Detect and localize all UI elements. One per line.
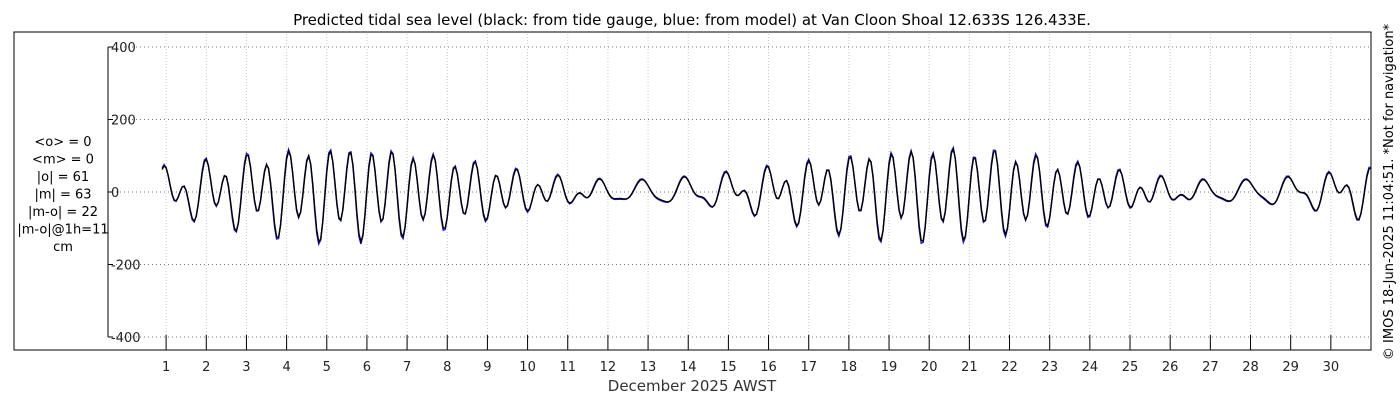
grid-lines bbox=[108, 34, 1371, 350]
stats-line: |m-o|@1h=11 bbox=[17, 223, 108, 238]
stats-line: |o| = 61 bbox=[37, 170, 89, 185]
x-tick-label-9: 9 bbox=[483, 360, 491, 375]
x-tick-label-21: 21 bbox=[961, 360, 978, 375]
y-tick-label--400: -400 bbox=[111, 331, 141, 346]
stats-line: cm bbox=[53, 240, 73, 255]
x-tick-label-8: 8 bbox=[443, 360, 451, 375]
outer-axes-box bbox=[13, 31, 1372, 351]
x-tick-label-16: 16 bbox=[760, 360, 777, 375]
stats-block: <o> = 0 <m> = 0 |o| = 61 |m| = 63 |m-o| = 22… bbox=[17, 135, 108, 255]
chart-title: Predicted tidal sea level (black: from t… bbox=[293, 11, 1091, 29]
x-tick-label-7: 7 bbox=[403, 360, 411, 375]
series-line-model bbox=[161, 145, 1372, 247]
stats-line: |m-o| = 22 bbox=[28, 205, 98, 220]
x-tick-label-4: 4 bbox=[282, 360, 290, 375]
x-tick-label-11: 11 bbox=[559, 360, 576, 375]
x-tick-label-3: 3 bbox=[242, 360, 250, 375]
stats-line: |m| = 63 bbox=[34, 188, 91, 203]
x-tick-label-18: 18 bbox=[841, 360, 858, 375]
x-tick-label-24: 24 bbox=[1082, 360, 1099, 375]
copyright-note: © IMOS 18-Jun-2025 11:04:51. *Not for na… bbox=[1382, 23, 1397, 360]
x-tick-label-23: 23 bbox=[1041, 360, 1058, 375]
x-tick-label-19: 19 bbox=[881, 360, 898, 375]
y-tick-label-0: 0 bbox=[111, 186, 119, 201]
stats-line: <m> = 0 bbox=[32, 153, 94, 168]
x-tick-label-15: 15 bbox=[720, 360, 737, 375]
y-tick-label-400: 400 bbox=[111, 41, 136, 56]
x-tick-label-30: 30 bbox=[1323, 360, 1340, 375]
x-tick-label-2: 2 bbox=[202, 360, 210, 375]
x-tick-label-17: 17 bbox=[800, 360, 817, 375]
series-line-tide-gauge bbox=[161, 146, 1372, 245]
x-tick-label-29: 29 bbox=[1282, 360, 1299, 375]
x-tick-label-10: 10 bbox=[519, 360, 536, 375]
y-tick-label-200: 200 bbox=[111, 114, 136, 129]
x-tick-label-5: 5 bbox=[323, 360, 331, 375]
x-tick-label-12: 12 bbox=[600, 360, 617, 375]
x-tick-label-22: 22 bbox=[1001, 360, 1018, 375]
y-tick-label--200: -200 bbox=[111, 259, 141, 274]
x-tick-label-28: 28 bbox=[1242, 360, 1259, 375]
stats-line: <o> = 0 bbox=[34, 135, 91, 150]
x-axis-label: December 2025 AWST bbox=[608, 377, 777, 395]
x-tick-label-13: 13 bbox=[640, 360, 657, 375]
series-lines bbox=[161, 145, 1372, 247]
x-tick-label-6: 6 bbox=[363, 360, 371, 375]
x-tick-label-27: 27 bbox=[1202, 360, 1219, 375]
x-tick-label-1: 1 bbox=[162, 360, 170, 375]
x-tick-label-25: 25 bbox=[1122, 360, 1139, 375]
x-tick-label-26: 26 bbox=[1162, 360, 1179, 375]
x-tick-label-14: 14 bbox=[680, 360, 697, 375]
x-tick-label-20: 20 bbox=[921, 360, 938, 375]
